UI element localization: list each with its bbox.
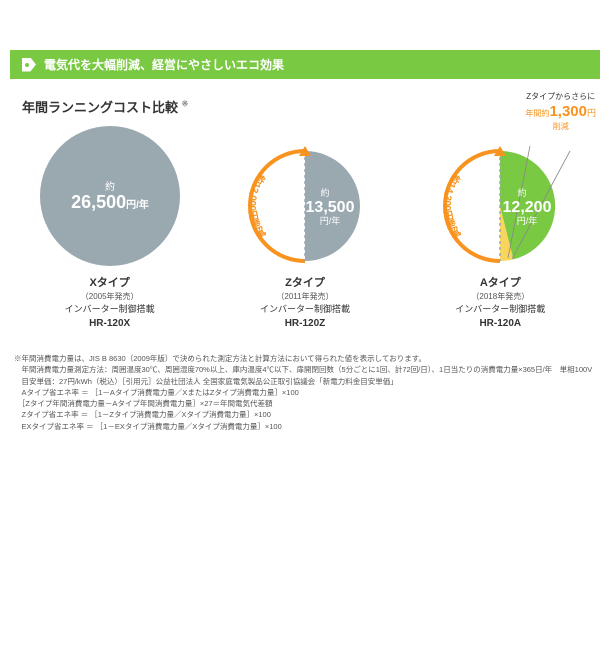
callout-value: 1,300 [549,103,587,120]
pie-a: 約14,300円削減 約 12,200 円/年 [440,146,560,266]
callout-unit: 円 [587,108,596,118]
header-bar: 電気代を大幅削減、経営にやさしいエコ効果 [10,50,600,79]
label-a-year: （2018年発売） [455,291,545,302]
footnote-3: Aタイプ省エネ率 ＝ ［1－Aタイプ消費電力量／XまたはZタイプ消費電力量］×1… [14,387,596,398]
pie-a-suffix: 円/年 [517,215,538,226]
pie-x: 約 26,500円/年 [40,126,180,266]
footnotes: ※年間消費電力量は、JIS B 8630（2009年版）で決められた測定方法と計… [14,353,596,432]
pie-z-arc-text: 約13,000円削減 [246,171,268,240]
section-title-sup: ※ [182,100,189,109]
pie-z: 約13,000円削減 約 13,500 円/年 [245,146,365,266]
pie-a-value: 12,200 [503,199,552,216]
pie-z-value: 13,500 [306,199,355,216]
label-a-name: Aタイプ [455,276,545,291]
label-x-model: HR-120X [65,317,155,331]
pie-z-suffix: 円/年 [320,215,341,226]
pie-a-prefix: 約 [518,187,527,198]
callout-prefix: 年間約 [525,109,549,118]
footnote-1: 年間消費電力量測定方法：周囲温度30℃、周囲湿度70%以上、庫内温度4℃以下、扉… [14,364,596,375]
chart-x: 約 26,500円/年 Xタイプ （2005年発売） インバーター制御搭載 HR… [20,126,200,331]
pie-a-arc-text: 約14,300円削減 [441,171,463,240]
footnote-5: Zタイプ省エネ率 ＝ ［1－Zタイプ消費電力量／Xタイプ消費電力量］×100 [14,409,596,420]
charts-row: Zタイプからさらに 年間約1,300円 削減 約 26,500円/年 Xタイプ … [12,126,598,331]
label-x: Xタイプ （2005年発売） インバーター制御搭載 HR-120X [65,276,155,331]
label-a: Aタイプ （2018年発売） インバーター制御搭載 HR-120A [455,276,545,331]
label-x-name: Xタイプ [65,276,155,291]
label-z-model: HR-120Z [260,317,350,331]
header-title: 電気代を大幅削減、経営にやさしいエコ効果 [44,56,284,73]
pie-x-suffix: 円/年 [126,198,149,211]
pie-z-prefix: 約 [320,187,329,198]
label-z-year: （2011年発売） [260,291,350,302]
section-title: 年間ランニングコスト比較 ※ [22,97,610,116]
label-z-desc: インバーター制御搭載 [260,303,350,316]
label-a-desc: インバーター制御搭載 [455,303,545,316]
section-title-text: 年間ランニングコスト比較 [22,100,178,115]
label-z-name: Zタイプ [260,276,350,291]
label-x-year: （2005年発売） [65,291,155,302]
tag-icon [22,58,36,72]
label-a-model: HR-120A [455,317,545,331]
chart-z: 約13,000円削減 約 13,500 円/年 Zタイプ （2011年発売） イ… [215,146,395,331]
svg-text:約13,000円削減: 約13,000円削減 [246,171,268,240]
callout: Zタイプからさらに 年間約1,300円 削減 [525,92,596,132]
callout-line1: Zタイプからさらに [525,92,596,102]
footnote-4: ［Zタイプ年間消費電力量－Aタイプ年間消費電力量］×27＝年間電気代差額 [14,398,596,409]
pie-x-value: 26,500 [71,192,126,212]
footnote-0: ※年間消費電力量は、JIS B 8630（2009年版）で決められた測定方法と計… [14,353,596,364]
callout-line3: 削減 [525,122,596,132]
label-x-desc: インバーター制御搭載 [65,303,155,316]
chart-a: 約14,300円削減 約 12,200 円/年 Aタイプ （2018年発売） イ… [410,146,590,331]
svg-text:約14,300円削減: 約14,300円削減 [441,171,463,240]
label-z: Zタイプ （2011年発売） インバーター制御搭載 HR-120Z [260,276,350,331]
footnote-2: 目安単価：27円/kWh（税込）［引用元］公益社団法人 全国家庭電気製品公正取引… [14,376,596,387]
footnote-6: EXタイプ省エネ率 ＝ ［1－EXタイプ消費電力量／Xタイプ消費電力量］×100 [14,421,596,432]
